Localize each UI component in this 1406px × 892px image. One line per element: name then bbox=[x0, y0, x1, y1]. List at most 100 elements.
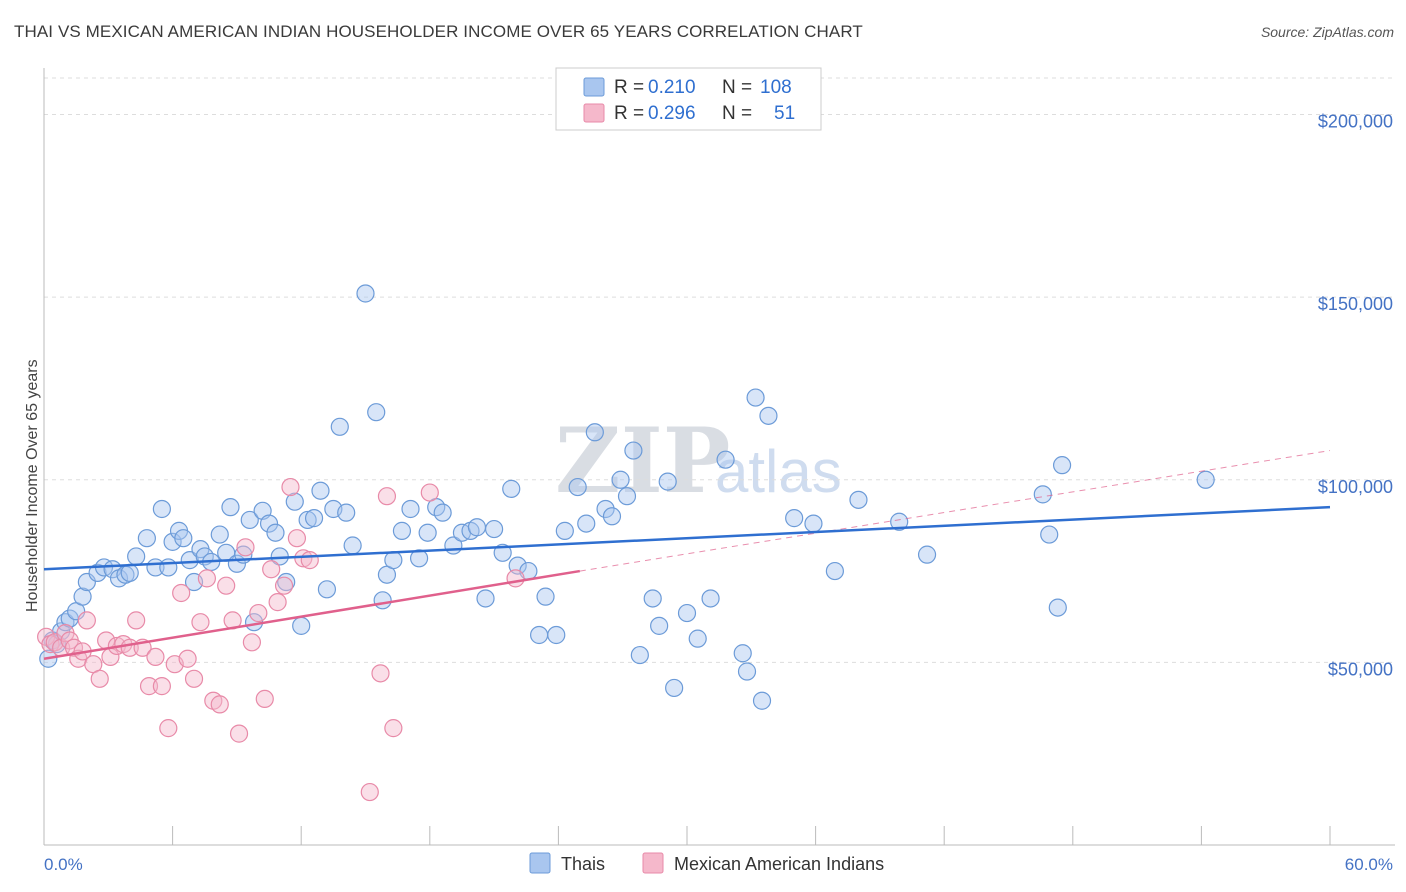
thai-point bbox=[502, 479, 521, 498]
thai-point bbox=[330, 417, 349, 436]
mex-point bbox=[229, 724, 249, 743]
mex-point bbox=[274, 576, 294, 595]
thai-series-points bbox=[39, 284, 1215, 710]
thai-point bbox=[733, 644, 752, 663]
thai-point bbox=[1040, 525, 1059, 544]
y-tick-label: $100,000 bbox=[1318, 477, 1393, 497]
source-credit: Source: ZipAtlas.com bbox=[1260, 24, 1394, 40]
legend-bottom-thai-swatch bbox=[529, 852, 551, 874]
thai-point bbox=[343, 536, 362, 555]
thai-point bbox=[1196, 470, 1215, 489]
mex-point bbox=[197, 569, 216, 588]
thai-point bbox=[384, 551, 403, 570]
thai-point bbox=[716, 450, 735, 469]
thai-point bbox=[174, 529, 193, 548]
y-tick-label: $50,000 bbox=[1328, 659, 1393, 679]
legend-thai-r-label: R = bbox=[614, 77, 644, 98]
mex-point bbox=[300, 551, 319, 570]
legend-bottom-mex-swatch bbox=[642, 852, 664, 874]
thai-point bbox=[221, 498, 240, 517]
legend-bottom: Thais Mexican American Indians bbox=[529, 852, 884, 874]
mex-point bbox=[287, 529, 307, 548]
mex-point bbox=[77, 611, 96, 630]
thai-point bbox=[259, 514, 279, 533]
thai-point bbox=[555, 521, 574, 540]
mex-point bbox=[420, 483, 439, 502]
thai-point bbox=[688, 629, 707, 648]
thai-point bbox=[737, 662, 757, 681]
thai-point bbox=[917, 545, 937, 564]
thai-point bbox=[292, 616, 311, 635]
watermark-zip: ZIP bbox=[555, 408, 730, 514]
thai-point bbox=[311, 481, 330, 500]
legend-thai-swatch bbox=[583, 77, 605, 97]
thai-point bbox=[658, 472, 677, 491]
mex-point bbox=[371, 664, 390, 683]
thai-point bbox=[665, 678, 684, 698]
thai-point bbox=[825, 561, 844, 581]
thai-point bbox=[127, 547, 146, 566]
legend-mex-r-label: R = bbox=[614, 103, 644, 124]
thai-point bbox=[317, 580, 337, 599]
thai-point bbox=[304, 509, 324, 528]
mex-point bbox=[384, 719, 403, 738]
thai-point bbox=[367, 403, 386, 422]
legend-mex-swatch bbox=[583, 103, 605, 123]
thai-point bbox=[596, 499, 615, 519]
thai-point bbox=[240, 510, 259, 530]
thai-point bbox=[433, 503, 452, 522]
thai-point bbox=[547, 625, 566, 645]
x-tick-labels: 0.0% 60.0% bbox=[44, 855, 1393, 874]
thai-point bbox=[624, 441, 643, 460]
watermark: ZIP atlas bbox=[555, 408, 842, 514]
thai-point bbox=[890, 512, 909, 531]
thai-point bbox=[392, 521, 412, 540]
thai-point bbox=[137, 529, 156, 548]
thai-point bbox=[152, 499, 171, 519]
mex-point bbox=[217, 576, 236, 595]
thai-point bbox=[849, 490, 868, 509]
thai-point bbox=[285, 492, 304, 511]
mex-point bbox=[152, 677, 171, 696]
mex-point bbox=[210, 695, 229, 714]
thai-point bbox=[493, 543, 512, 562]
thai-point bbox=[585, 423, 604, 442]
thai-point bbox=[752, 691, 772, 710]
legend-top: R = 0.210 N = 108 R = 0.296 N = 51 bbox=[555, 67, 822, 131]
legend-mex-n-label: N = bbox=[722, 103, 752, 124]
trend-lines bbox=[43, 450, 1331, 660]
mex-trend-line bbox=[43, 569, 581, 660]
legend-bottom-mex-label: Mexican American Indians bbox=[674, 854, 884, 874]
thai-point bbox=[1048, 598, 1067, 617]
legend-thai-n-label: N = bbox=[722, 77, 752, 98]
y-tick-labels: $50,000 $100,000 $150,000 $200,000 bbox=[1318, 112, 1393, 680]
thai-point bbox=[602, 507, 622, 526]
thai-point bbox=[356, 284, 375, 303]
y-axis-label: Householder Income Over 65 years bbox=[24, 359, 41, 612]
y-tick-label: $150,000 bbox=[1318, 294, 1393, 314]
thai-point bbox=[418, 523, 437, 542]
mex-point bbox=[191, 613, 210, 632]
thai-point bbox=[1033, 485, 1052, 504]
thai-point bbox=[804, 514, 823, 533]
thai-point bbox=[485, 519, 504, 539]
thai-point bbox=[476, 589, 495, 608]
mex-point bbox=[281, 477, 300, 497]
legend-mex-r-value: 0.296 bbox=[648, 103, 696, 124]
thai-point bbox=[611, 470, 630, 489]
x-tick-label: 60.0% bbox=[1345, 855, 1393, 874]
mex-point bbox=[90, 669, 109, 688]
thai-point bbox=[677, 603, 697, 623]
legend-thai-r-value: 0.210 bbox=[648, 77, 696, 98]
thai-point bbox=[409, 549, 429, 568]
mex-point bbox=[159, 719, 178, 738]
thai-point bbox=[180, 551, 199, 570]
x-tick-label: 0.0% bbox=[44, 855, 83, 874]
thai-point bbox=[467, 518, 487, 537]
mex-point bbox=[506, 569, 525, 588]
thai-point bbox=[630, 645, 649, 665]
thai-point bbox=[617, 487, 637, 506]
thai-point bbox=[643, 589, 662, 608]
mex-point bbox=[172, 583, 191, 603]
thai-point bbox=[650, 616, 669, 635]
